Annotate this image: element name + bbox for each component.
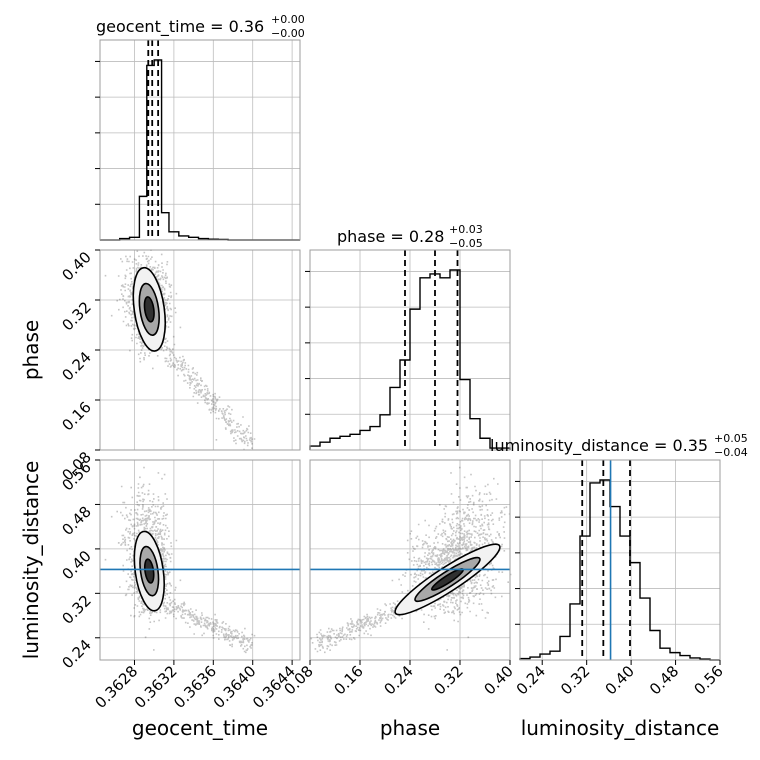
x-axis-label-geocent-time: geocent_time [132,716,268,740]
label-layer: geocent_time phase luminosity_distance p… [19,13,748,740]
title-luminosity-distance-minus: −0.04 [714,446,748,459]
histogram-phase [309,269,511,450]
x-tick-label: 0.3636 [170,662,220,712]
panel-frame [99,459,301,661]
title-phase: phase = 0.28 +0.03 −0.05 [337,223,483,250]
x-tick-label: 0.24 [513,662,549,698]
panel-frames-layer [95,39,721,665]
y-tick-label: 0.40 [58,248,94,284]
histogram-geocent-time [100,59,300,241]
panel-frame [99,39,301,241]
x-tick-label: 0.3628 [91,662,141,712]
x-axis-label-luminosity-distance: luminosity_distance [521,716,720,740]
y-axis-label-luminosity-distance: luminosity_distance [19,461,43,660]
x-tick-label: 0.16 [330,662,366,698]
y-axis-label-phase: phase [19,320,43,380]
title-luminosity-distance: luminosity_distance = 0.35 +0.05 −0.04 [490,432,748,459]
panel-frame [519,459,721,661]
x-tick-label: 0.24 [380,662,416,698]
y-tick-label: 0.24 [58,348,94,384]
y-tick-label: 0.32 [58,298,94,334]
x-tick-label: 0.48 [646,662,682,698]
x-tick-label: 0.40 [602,662,638,698]
x-axis-label-phase: phase [380,716,440,740]
y-tick-label: 0.16 [58,398,94,434]
title-geocent-time-text: geocent_time = 0.36 [96,17,264,37]
scatter-points [104,466,256,654]
y-tick-label: 0.48 [58,503,94,539]
title-geocent-time: geocent_time = 0.36 +0.00 −0.00 [96,13,305,40]
x-tick-label: 0.32 [430,662,466,698]
x-tick-label: 0.32 [557,662,593,698]
panel-frame [309,249,511,451]
scatter-layer [104,249,512,654]
title-luminosity-distance-plus: +0.05 [714,432,748,445]
title-geocent-time-plus: +0.00 [271,13,305,26]
title-luminosity-distance-text: luminosity_distance = 0.35 [490,436,708,456]
marker-lines-layer [100,40,631,660]
title-phase-minus: −0.05 [449,237,483,250]
histogram-luminosity-distance [519,479,720,661]
contour-geocent-distance [143,558,155,584]
title-geocent-time-minus: −0.00 [271,27,305,40]
y-tick-label: 0.24 [58,636,94,672]
y-tick-label: 0.40 [58,547,94,583]
title-phase-plus: +0.03 [449,223,483,236]
contour-geocent-phase [143,296,155,323]
title-phase-text: phase = 0.28 [337,227,444,246]
x-tick-label: 0.40 [480,662,516,698]
x-tick-label: 0.3640 [210,662,260,712]
x-tick-label: 0.3632 [131,662,181,712]
x-tick-label: 0.56 [690,662,726,698]
y-tick-label: 0.32 [58,591,94,627]
